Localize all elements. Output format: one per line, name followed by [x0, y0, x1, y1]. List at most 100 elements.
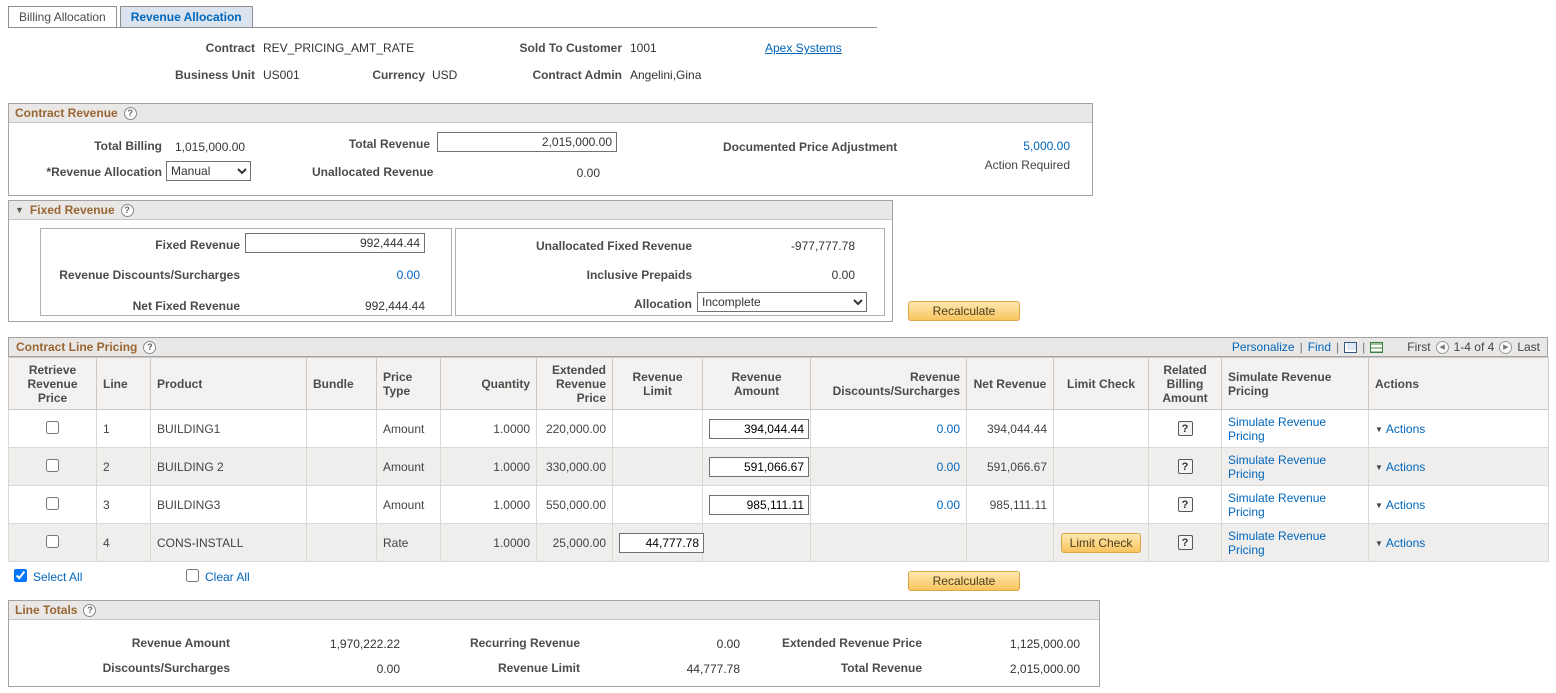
separator: | — [1362, 340, 1366, 354]
col-related-billing-amount: Related Billing Amount — [1148, 357, 1222, 410]
col-retrieve-revenue-price: Retrieve Revenue Price — [8, 357, 97, 410]
revenue-allocation-select[interactable]: Manual — [166, 161, 251, 181]
help-icon[interactable]: ? — [143, 340, 157, 354]
customer-name-link[interactable]: Apex Systems — [765, 41, 842, 55]
allocation-label: Allocation — [633, 297, 692, 311]
help-icon[interactable]: ? — [123, 106, 137, 120]
help-icon[interactable]: ? — [83, 603, 97, 617]
select-all-checkbox[interactable] — [14, 569, 27, 582]
related-billing-amount-icon[interactable]: ? — [1177, 421, 1193, 436]
find-link[interactable]: Find — [1307, 340, 1332, 354]
totals-extended-revenue-price-label: Extended Revenue Price — [781, 636, 922, 650]
contract-value: REV_PRICING_AMT_RATE — [263, 41, 415, 55]
related-billing-amount-icon[interactable]: ? — [1177, 535, 1193, 550]
fixed-revenue-title: Fixed Revenue — [29, 203, 115, 217]
simulate-revenue-pricing-link[interactable]: Simulate Revenue Pricing — [1228, 414, 1327, 443]
clear-all-label[interactable]: Clear All — [205, 570, 250, 584]
col-actions: Actions — [1368, 357, 1549, 410]
related-billing-amount-icon[interactable]: ? — [1177, 497, 1193, 512]
tab-billing-allocation[interactable]: Billing Allocation — [8, 6, 117, 27]
first-label[interactable]: First — [1407, 340, 1431, 354]
allocation-select[interactable]: Incomplete — [697, 292, 867, 312]
bundle-cell — [306, 409, 377, 448]
col-line: Line — [96, 357, 151, 410]
contract-line-pricing-title: Contract Line Pricing — [16, 340, 138, 354]
retrieve-revenue-price-checkbox[interactable] — [46, 420, 59, 434]
contract-admin-label: Contract Admin — [532, 68, 622, 82]
simulate-revenue-pricing-link[interactable]: Simulate Revenue Pricing — [1228, 452, 1327, 481]
totals-total-revenue-label: Total Revenue — [840, 661, 922, 675]
currency-label: Currency — [372, 68, 425, 82]
personalize-link[interactable]: Personalize — [1231, 340, 1295, 354]
line-totals-title: Line Totals — [15, 603, 78, 617]
tab-bar: Billing Allocation Revenue Allocation — [8, 6, 877, 28]
totals-revenue-amount-value: 1,970,222.22 — [329, 637, 400, 651]
actions-link[interactable]: Actions — [1385, 421, 1426, 436]
revenue-limit-input[interactable] — [619, 532, 704, 553]
totals-extended-revenue-price-value: 1,125,000.00 — [1009, 637, 1080, 651]
business-unit-label: Business Unit — [174, 68, 255, 82]
revenue-amount-input[interactable] — [709, 456, 809, 477]
select-all-label[interactable]: Select All — [33, 570, 83, 584]
revenue-amount-input[interactable] — [709, 418, 809, 439]
totals-total-revenue-value: 2,015,000.00 — [1009, 662, 1080, 676]
revenue-amount-input[interactable] — [709, 494, 809, 515]
actions-link[interactable]: Actions — [1385, 497, 1426, 512]
revenue-discounts-link[interactable]: 0.00 — [936, 421, 960, 436]
revenue-discounts-link[interactable]: 0.00 — [936, 459, 960, 474]
unallocated-fixed-revenue-label: Unallocated Fixed Revenue — [535, 239, 692, 253]
line-number-cell: 2 — [96, 447, 151, 486]
line-totals-header: Line Totals ? — [9, 601, 1099, 620]
related-billing-amount-icon[interactable]: ? — [1177, 459, 1193, 474]
contract-revenue-title: Contract Revenue — [15, 106, 118, 120]
next-rows-icon[interactable]: ▶ — [1499, 340, 1513, 354]
col-limit-check: Limit Check — [1053, 357, 1149, 410]
revenue-discounts-link[interactable]: 0.00 — [936, 497, 960, 512]
retrieve-revenue-price-checkbox[interactable] — [46, 534, 59, 548]
col-simulate-revenue-pricing: Simulate Revenue Pricing — [1221, 357, 1369, 410]
previous-rows-icon[interactable]: ◀ — [1435, 340, 1449, 354]
net-revenue-cell — [966, 523, 1054, 562]
total-billing-label: Total Billing — [94, 139, 162, 153]
unallocated-revenue-value: 0.00 — [576, 166, 600, 180]
recalculate-button[interactable]: Recalculate — [908, 571, 1020, 591]
actions-link[interactable]: Actions — [1385, 459, 1426, 474]
price-type-cell: Amount — [376, 485, 441, 524]
tab-revenue-allocation[interactable]: Revenue Allocation — [119, 6, 253, 27]
extended-revenue-price-cell: 220,000.00 — [536, 409, 613, 448]
simulate-revenue-pricing-link[interactable]: Simulate Revenue Pricing — [1228, 528, 1327, 557]
clear-all-checkbox[interactable] — [186, 569, 199, 582]
bundle-cell — [306, 523, 377, 562]
view-all-popout-icon[interactable] — [1344, 341, 1358, 353]
net-fixed-revenue-label: Net Fixed Revenue — [132, 299, 240, 313]
price-type-cell: Amount — [376, 447, 441, 486]
download-to-spreadsheet-icon[interactable] — [1370, 341, 1384, 353]
actions-link[interactable]: Actions — [1385, 535, 1426, 550]
fixed-revenue-header: ▼ Fixed Revenue ? — [9, 201, 892, 220]
totals-recurring-revenue-value: 0.00 — [716, 637, 740, 651]
limit-check-button[interactable]: Limit Check — [1060, 532, 1142, 553]
fixed-revenue-input[interactable] — [245, 233, 425, 253]
revenue-discounts-link[interactable]: 0.00 — [396, 268, 420, 282]
quantity-cell: 1.0000 — [440, 523, 537, 562]
retrieve-revenue-price-checkbox[interactable] — [46, 496, 59, 510]
net-fixed-revenue-value: 992,444.44 — [364, 299, 425, 313]
total-revenue-input[interactable] — [437, 132, 617, 152]
retrieve-revenue-price-checkbox[interactable] — [46, 458, 59, 472]
documented-price-adjustment-link[interactable]: 5,000.00 — [1023, 139, 1070, 153]
revenue-discounts-label: Revenue Discounts/Surcharges — [59, 268, 240, 282]
actions-dropdown-icon: ▼ — [1375, 424, 1383, 434]
collapse-section-icon[interactable]: ▼ — [15, 205, 24, 215]
grid-toolbar: Personalize | Find | | First ◀ 1-4 of 4 … — [1232, 340, 1540, 354]
simulate-revenue-pricing-link[interactable]: Simulate Revenue Pricing — [1228, 490, 1327, 519]
col-net-revenue: Net Revenue — [966, 357, 1054, 410]
last-label[interactable]: Last — [1517, 340, 1540, 354]
quantity-cell: 1.0000 — [440, 409, 537, 448]
help-icon[interactable]: ? — [120, 203, 134, 217]
documented-price-adjustment-label: Documented Price Adjustment — [723, 140, 898, 154]
contract-label: Contract — [205, 41, 255, 55]
recalculate-button[interactable]: Recalculate — [908, 301, 1020, 321]
